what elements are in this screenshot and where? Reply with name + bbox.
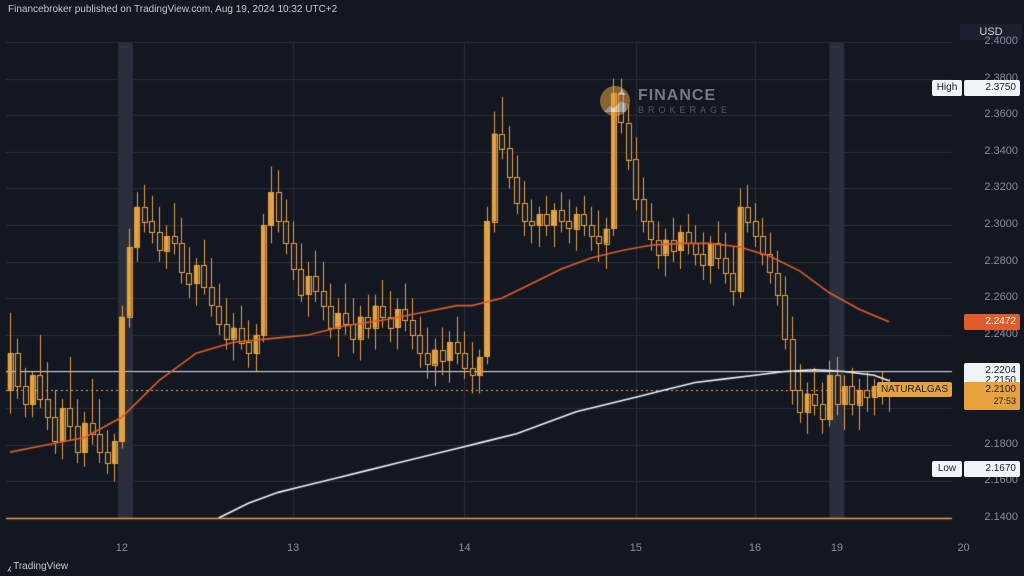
watermark-line2: BROKERAGE (638, 106, 731, 115)
tradingview-brand: ⁁ TradingView (8, 561, 68, 572)
watermark-icon (600, 86, 630, 116)
y-tick-label: 2.3400 (984, 145, 1018, 157)
symbol-tag: NATURALGAS (877, 382, 952, 397)
price-tag: 2.1670 (964, 461, 1020, 477)
price-tag-prefix: High (932, 80, 962, 96)
x-tick-label: 12 (116, 542, 128, 554)
x-tick-label: 13 (287, 542, 299, 554)
y-tick-label: 2.2800 (984, 255, 1018, 267)
price-tag: 2.3750 (964, 80, 1020, 96)
y-tick-label: 2.3200 (984, 181, 1018, 193)
price-tag: 2.210027:53 (964, 382, 1020, 410)
y-tick-label: 2.3600 (984, 108, 1018, 120)
y-tick-label: 2.2600 (984, 291, 1018, 303)
publisher-line: Financebroker published on TradingView.c… (8, 4, 337, 15)
price-tag: 2.2472 (964, 314, 1020, 330)
price-tag-prefix: Low (932, 461, 962, 477)
y-tick-label: 2.1800 (984, 438, 1018, 450)
chart-frame: Financebroker published on TradingView.c… (0, 0, 1024, 576)
y-tick-label: 2.1400 (984, 511, 1018, 523)
x-tick-label: 15 (630, 542, 642, 554)
x-tick-label: 16 (749, 542, 761, 554)
y-axis: USD 2.14002.16002.18002.20002.22002.2400… (956, 24, 1022, 548)
watermark-line1: FINANCE (638, 88, 731, 104)
y-tick-label: 2.3000 (984, 218, 1018, 230)
x-tick-label: 20 (957, 542, 969, 554)
x-tick-label: 19 (831, 542, 843, 554)
price-chart[interactable] (4, 24, 954, 548)
y-tick-label: 2.4000 (984, 35, 1018, 47)
x-tick-label: 14 (458, 542, 470, 554)
watermark-logo: FINANCE BROKERAGE (600, 86, 731, 116)
